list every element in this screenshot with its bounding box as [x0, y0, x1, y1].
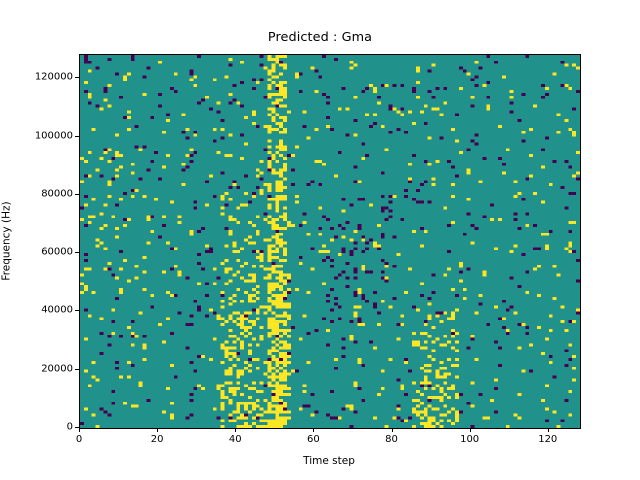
y-tick-label: 0 — [66, 421, 73, 433]
x-tick-label: 120 — [538, 434, 558, 445]
y-axis-label: Frequency (Hz) — [0, 54, 14, 427]
y-tick-mark — [75, 368, 79, 370]
y-tick-label: 60000 — [41, 246, 73, 258]
heatmap-axes[interactable] — [79, 54, 581, 429]
y-tick-label: 20000 — [41, 363, 73, 375]
x-tick-mark — [391, 428, 393, 432]
x-tick-mark — [235, 428, 237, 432]
x-tick-mark — [313, 428, 315, 432]
x-tick-label: 40 — [228, 434, 242, 445]
y-tick-mark — [75, 193, 79, 195]
y-tick-mark — [75, 310, 79, 312]
y-tick-label: 100000 — [34, 130, 73, 142]
heatmap-image — [80, 55, 580, 428]
x-tick-label: 100 — [460, 434, 480, 445]
y-axis-label-text: Frequency (Hz) — [1, 200, 13, 281]
y-tick-label: 120000 — [34, 71, 73, 83]
y-tick-label: 40000 — [41, 304, 73, 316]
y-tick-mark — [75, 252, 79, 254]
x-tick-mark — [547, 428, 549, 432]
x-tick-label: 60 — [307, 434, 320, 445]
y-tick-mark — [75, 135, 79, 137]
x-tick-mark — [469, 428, 471, 432]
y-tick-mark — [75, 427, 79, 428]
y-tick-label: 80000 — [41, 188, 73, 200]
x-tick-mark — [79, 428, 80, 432]
x-tick-label: 20 — [150, 434, 164, 445]
chart-title: Predicted : Gma — [267, 30, 373, 45]
x-axis-label: Time step — [303, 455, 355, 467]
x-tick-label: 0 — [75, 434, 83, 445]
x-tick-mark — [157, 428, 159, 432]
x-tick-label: 80 — [385, 434, 398, 445]
y-tick-mark — [75, 77, 79, 79]
